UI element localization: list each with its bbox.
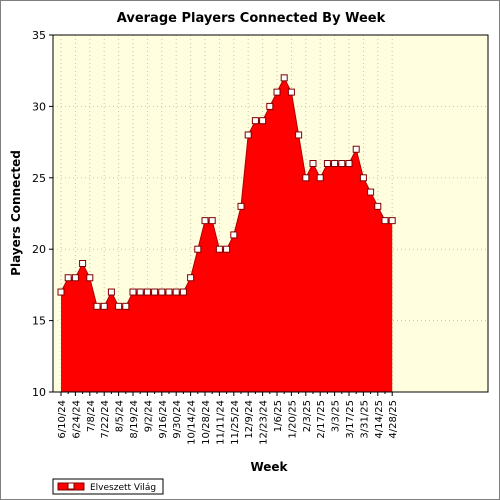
- x-tick-label: 10/14/24: [187, 400, 198, 445]
- y-axis-ticks: 10 15 20 25 30 35: [32, 29, 53, 399]
- data-point: [352, 145, 360, 153]
- data-point: [259, 117, 267, 125]
- data-point: [179, 288, 187, 296]
- data-point: [345, 160, 353, 168]
- x-tick-label: 4/14/25: [374, 400, 385, 439]
- data-point: [381, 217, 389, 225]
- data-point: [143, 288, 151, 296]
- x-axis-ticks: 6/10/24 6/24/24 7/8/24 7/22/24 8/5/24 8/19/24…: [57, 392, 399, 445]
- data-point: [215, 245, 223, 253]
- x-axis-label: Week: [250, 460, 288, 474]
- data-point: [323, 160, 331, 168]
- x-tick-label: 1/20/25: [287, 400, 298, 439]
- x-tick-label: 6/10/24: [57, 400, 68, 439]
- x-tick-label: 1/6/25: [273, 400, 284, 432]
- x-tick-label: 9/2/24: [143, 400, 154, 432]
- data-point: [136, 288, 144, 296]
- series-markers: [57, 74, 396, 310]
- data-point: [187, 274, 195, 282]
- data-point: [251, 117, 259, 125]
- plot-border: [52, 34, 489, 393]
- x-tick-label: 2/17/25: [316, 400, 327, 439]
- x-tick-label: 3/3/25: [331, 400, 342, 432]
- x-tick-label: 8/19/24: [129, 400, 140, 439]
- x-tick-label: 9/16/24: [158, 400, 169, 439]
- chart-title: Average Players Connected By Week: [117, 11, 386, 26]
- y-tick-label: 25: [32, 172, 46, 185]
- data-point: [107, 288, 115, 296]
- data-point: [223, 245, 231, 253]
- data-point: [230, 231, 238, 239]
- data-point: [93, 302, 101, 310]
- data-point: [316, 174, 324, 182]
- data-point: [208, 217, 216, 225]
- data-point: [71, 274, 79, 282]
- data-point: [115, 302, 123, 310]
- data-point: [287, 88, 295, 96]
- x-tick-label: 7/22/24: [100, 400, 111, 439]
- data-point: [273, 88, 281, 96]
- y-tick-label: 35: [32, 29, 46, 42]
- data-point: [338, 160, 346, 168]
- data-point: [374, 202, 382, 210]
- y-tick-label: 30: [32, 100, 46, 113]
- y-tick-label: 15: [32, 315, 46, 328]
- x-tick-label: 2/3/25: [302, 400, 313, 432]
- data-point: [367, 188, 375, 196]
- x-tick-label: 3/17/25: [345, 400, 356, 439]
- data-point: [100, 302, 108, 310]
- y-tick-label: 10: [32, 386, 46, 399]
- data-point: [158, 288, 166, 296]
- data-point: [194, 245, 202, 253]
- x-tick-label: 9/30/24: [172, 400, 183, 439]
- data-point: [302, 174, 310, 182]
- y-axis-label: Players Connected: [9, 150, 23, 276]
- x-tick-label: 6/24/24: [71, 400, 82, 439]
- x-tick-label: 8/5/24: [115, 400, 126, 432]
- data-point: [244, 131, 252, 139]
- legend-marker: [67, 482, 75, 490]
- data-point: [359, 174, 367, 182]
- legend-label: Elveszett Világ: [90, 483, 156, 493]
- data-point: [151, 288, 159, 296]
- data-point: [280, 74, 288, 82]
- x-tick-label: 12/9/24: [244, 400, 255, 439]
- x-tick-label: 12/23/24: [259, 400, 270, 445]
- y-tick-label: 20: [32, 243, 46, 256]
- data-point: [129, 288, 137, 296]
- data-point: [165, 288, 173, 296]
- x-tick-label: 10/28/24: [201, 400, 212, 445]
- data-point: [79, 259, 87, 267]
- data-point: [295, 131, 303, 139]
- data-point: [57, 288, 65, 296]
- data-point: [309, 160, 317, 168]
- legend: Elveszett Világ: [52, 478, 164, 495]
- series-area: [61, 77, 393, 392]
- data-point: [388, 217, 396, 225]
- data-point: [122, 302, 130, 310]
- x-tick-label: 11/11/24: [215, 400, 226, 445]
- data-point: [237, 202, 245, 210]
- data-point: [64, 274, 72, 282]
- data-point: [201, 217, 209, 225]
- x-tick-label: 3/31/25: [359, 400, 370, 439]
- data-point: [331, 160, 339, 168]
- x-tick-label: 11/25/24: [230, 400, 241, 445]
- data-point: [266, 102, 274, 110]
- x-tick-label: 4/28/25: [388, 400, 399, 439]
- data-point: [172, 288, 180, 296]
- x-tick-label: 7/8/24: [86, 400, 97, 432]
- data-point: [86, 274, 94, 282]
